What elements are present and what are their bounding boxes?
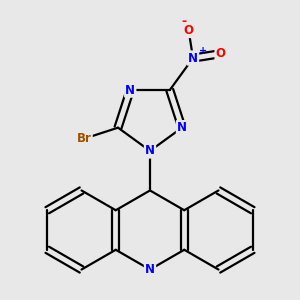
Text: N: N xyxy=(188,52,198,64)
Text: O: O xyxy=(184,24,194,37)
Text: +: + xyxy=(199,46,207,56)
Text: Br: Br xyxy=(77,132,92,145)
Text: O: O xyxy=(216,47,226,60)
Text: N: N xyxy=(177,121,187,134)
Text: -: - xyxy=(182,15,187,28)
Text: N: N xyxy=(145,144,155,158)
Text: N: N xyxy=(125,84,135,97)
Text: N: N xyxy=(145,263,155,276)
